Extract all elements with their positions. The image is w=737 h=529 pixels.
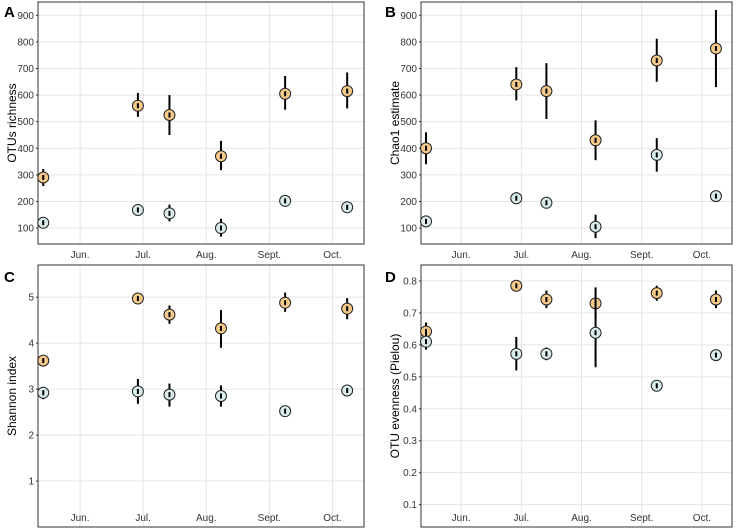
y-tick-label: 4 (28, 339, 34, 350)
y-tick-label: 700 (17, 64, 34, 75)
panel-c: 1 2 3 4 5 Jun. Jul. Aug. Sept. Oct. Shannon index C (4, 264, 365, 528)
y-tick-label: 400 (400, 144, 417, 155)
y-tick-label: 900 (400, 11, 417, 22)
x-tick-label: Sept. (630, 250, 653, 261)
y-axis-title: OTUs richness (5, 83, 19, 162)
y-tick-label: 500 (400, 117, 417, 128)
x-tick-label: Sept. (258, 513, 281, 524)
plot-frame (37, 264, 365, 528)
x-tick-label: Jul. (135, 250, 151, 261)
x-tick-label: Jul. (514, 513, 530, 524)
x-tick-label: Oct. (693, 513, 711, 524)
y-tick-label: 0.1 (403, 500, 417, 511)
x-tick-label: Jun. (452, 513, 471, 524)
x-tick-label: Aug. (196, 250, 217, 261)
y-axis-title: Chao1 estimate (388, 81, 402, 165)
y-tick-label: 700 (400, 64, 417, 75)
x-tick-label: Jun. (71, 250, 90, 261)
y-tick-label: 2 (28, 431, 34, 442)
y-tick-label: 100 (400, 224, 417, 235)
x-tick-label: Sept. (258, 250, 281, 261)
y-tick-label: 900 (17, 11, 34, 22)
y-tick-label: 0.2 (403, 468, 417, 479)
y-axis-title: OTU evenness (Pielou) (388, 334, 402, 459)
x-tick-label: Oct. (323, 250, 341, 261)
y-tick-label: 800 (400, 37, 417, 48)
y-tick-label: 300 (17, 170, 34, 181)
x-tick-label: Aug. (571, 250, 592, 261)
y-tick-label: 600 (17, 91, 34, 102)
x-tick-label: Jun. (71, 513, 90, 524)
y-tick-label: 600 (400, 91, 417, 102)
plot-frame (37, 1, 365, 245)
y-tick-label: 200 (17, 197, 34, 208)
x-tick-label: Oct. (323, 513, 341, 524)
y-tick-label: 0.8 (403, 276, 417, 287)
panel-letter: A (4, 4, 15, 21)
x-tick-label: Aug. (571, 513, 592, 524)
y-tick-label: 100 (17, 224, 34, 235)
y-tick-label: 0.4 (403, 404, 417, 415)
y-tick-label: 0.5 (403, 372, 417, 383)
y-tick-label: 200 (400, 197, 417, 208)
y-axis-title: Shannon index (5, 356, 19, 436)
y-tick-label: 0.3 (403, 436, 417, 447)
x-tick-label: Jun. (452, 250, 471, 261)
y-tick-label: 5 (28, 293, 34, 304)
plot-frame (420, 264, 733, 528)
plot-frame (420, 1, 733, 245)
y-tick-label: 1 (28, 477, 34, 488)
panel-b: 100 200 300 400 500 600 700 800 900 Jun. Jul. Aug. S… (385, 1, 733, 261)
y-tick-label: 3 (28, 385, 34, 396)
x-tick-label: Jul. (135, 513, 151, 524)
x-tick-label: Jul. (514, 250, 530, 261)
x-tick-label: Aug. (196, 513, 217, 524)
y-tick-label: 0.6 (403, 340, 417, 351)
panel-letter: B (385, 4, 396, 21)
y-tick-label: 0.7 (403, 308, 417, 319)
x-tick-label: Oct. (693, 250, 711, 261)
panel-d: 0.1 0.2 0.3 0.4 0.5 0.6 0.7 0.8 Jun. Jul. Aug. Sept… (385, 264, 733, 528)
panel-letter: D (385, 269, 396, 286)
y-tick-label: 500 (17, 117, 34, 128)
panel-a: 100 200 300 400 500 600 700 800 900 Jun. Jul. Aug. S… (4, 1, 365, 261)
y-tick-label: 800 (17, 37, 34, 48)
x-tick-label: Sept. (630, 513, 653, 524)
y-tick-label: 300 (400, 170, 417, 181)
y-tick-label: 400 (17, 144, 34, 155)
panel-letter: C (4, 269, 15, 286)
